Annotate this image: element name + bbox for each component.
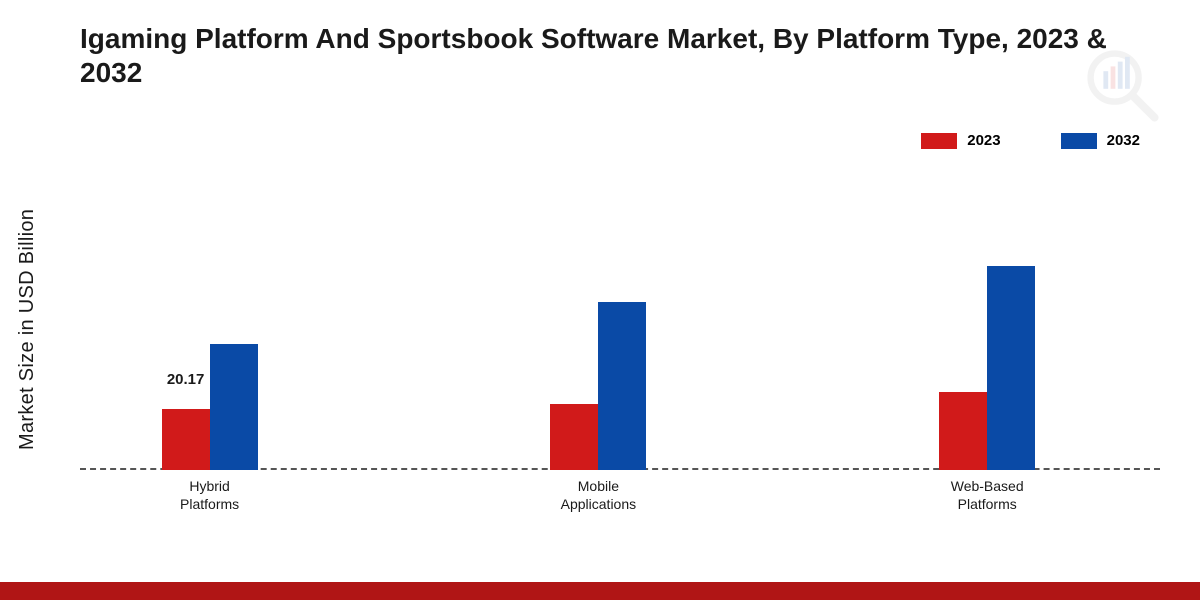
xlabel-1: Mobile Applications xyxy=(561,478,637,513)
legend-swatch-2032 xyxy=(1061,133,1097,149)
chart-title: Igaming Platform And Sportsbook Software… xyxy=(80,22,1160,89)
x-axis-labels: Hybrid Platforms Mobile Applications Web… xyxy=(80,478,1160,520)
watermark-bar2 xyxy=(1111,66,1116,88)
watermark-bar4 xyxy=(1125,57,1130,89)
watermark-bar1 xyxy=(1103,71,1108,89)
bar-2032-hybrid xyxy=(210,344,258,470)
bar-group-0 xyxy=(162,344,258,470)
bar-2023-web xyxy=(939,392,987,470)
data-label-0: 20.17 xyxy=(167,371,205,388)
chart-canvas: Igaming Platform And Sportsbook Software… xyxy=(0,0,1200,600)
legend-label-2032: 2032 xyxy=(1107,132,1140,149)
xlabel-1-line2: Applications xyxy=(561,496,637,512)
bar-group-2 xyxy=(939,266,1035,470)
xlabel-2-line2: Platforms xyxy=(958,496,1017,512)
xlabel-2: Web-Based Platforms xyxy=(951,478,1024,513)
bar-2023-mobile xyxy=(550,404,598,470)
legend-label-2023: 2023 xyxy=(967,132,1000,149)
bar-group-1 xyxy=(550,302,646,470)
watermark-logo xyxy=(1076,44,1166,124)
xlabel-0: Hybrid Platforms xyxy=(180,478,239,513)
xlabel-2-line1: Web-Based xyxy=(951,478,1024,494)
legend-swatch-2023 xyxy=(921,133,957,149)
legend-item-2023: 2023 xyxy=(921,132,1000,149)
xlabel-1-line1: Mobile xyxy=(578,478,619,494)
xlabel-0-line1: Hybrid xyxy=(189,478,229,494)
bar-2023-hybrid xyxy=(162,409,210,470)
footer-bar xyxy=(0,582,1200,600)
legend: 2023 2032 xyxy=(0,132,1140,149)
bar-2032-mobile xyxy=(598,302,646,470)
watermark-handle xyxy=(1132,95,1154,117)
xlabel-0-line2: Platforms xyxy=(180,496,239,512)
legend-item-2032: 2032 xyxy=(1061,132,1140,149)
bar-2032-web xyxy=(987,266,1035,470)
y-axis-label: Market Size in USD Billion xyxy=(16,209,39,450)
plot-area: 20.17 xyxy=(80,170,1160,470)
watermark-bar3 xyxy=(1118,62,1123,89)
